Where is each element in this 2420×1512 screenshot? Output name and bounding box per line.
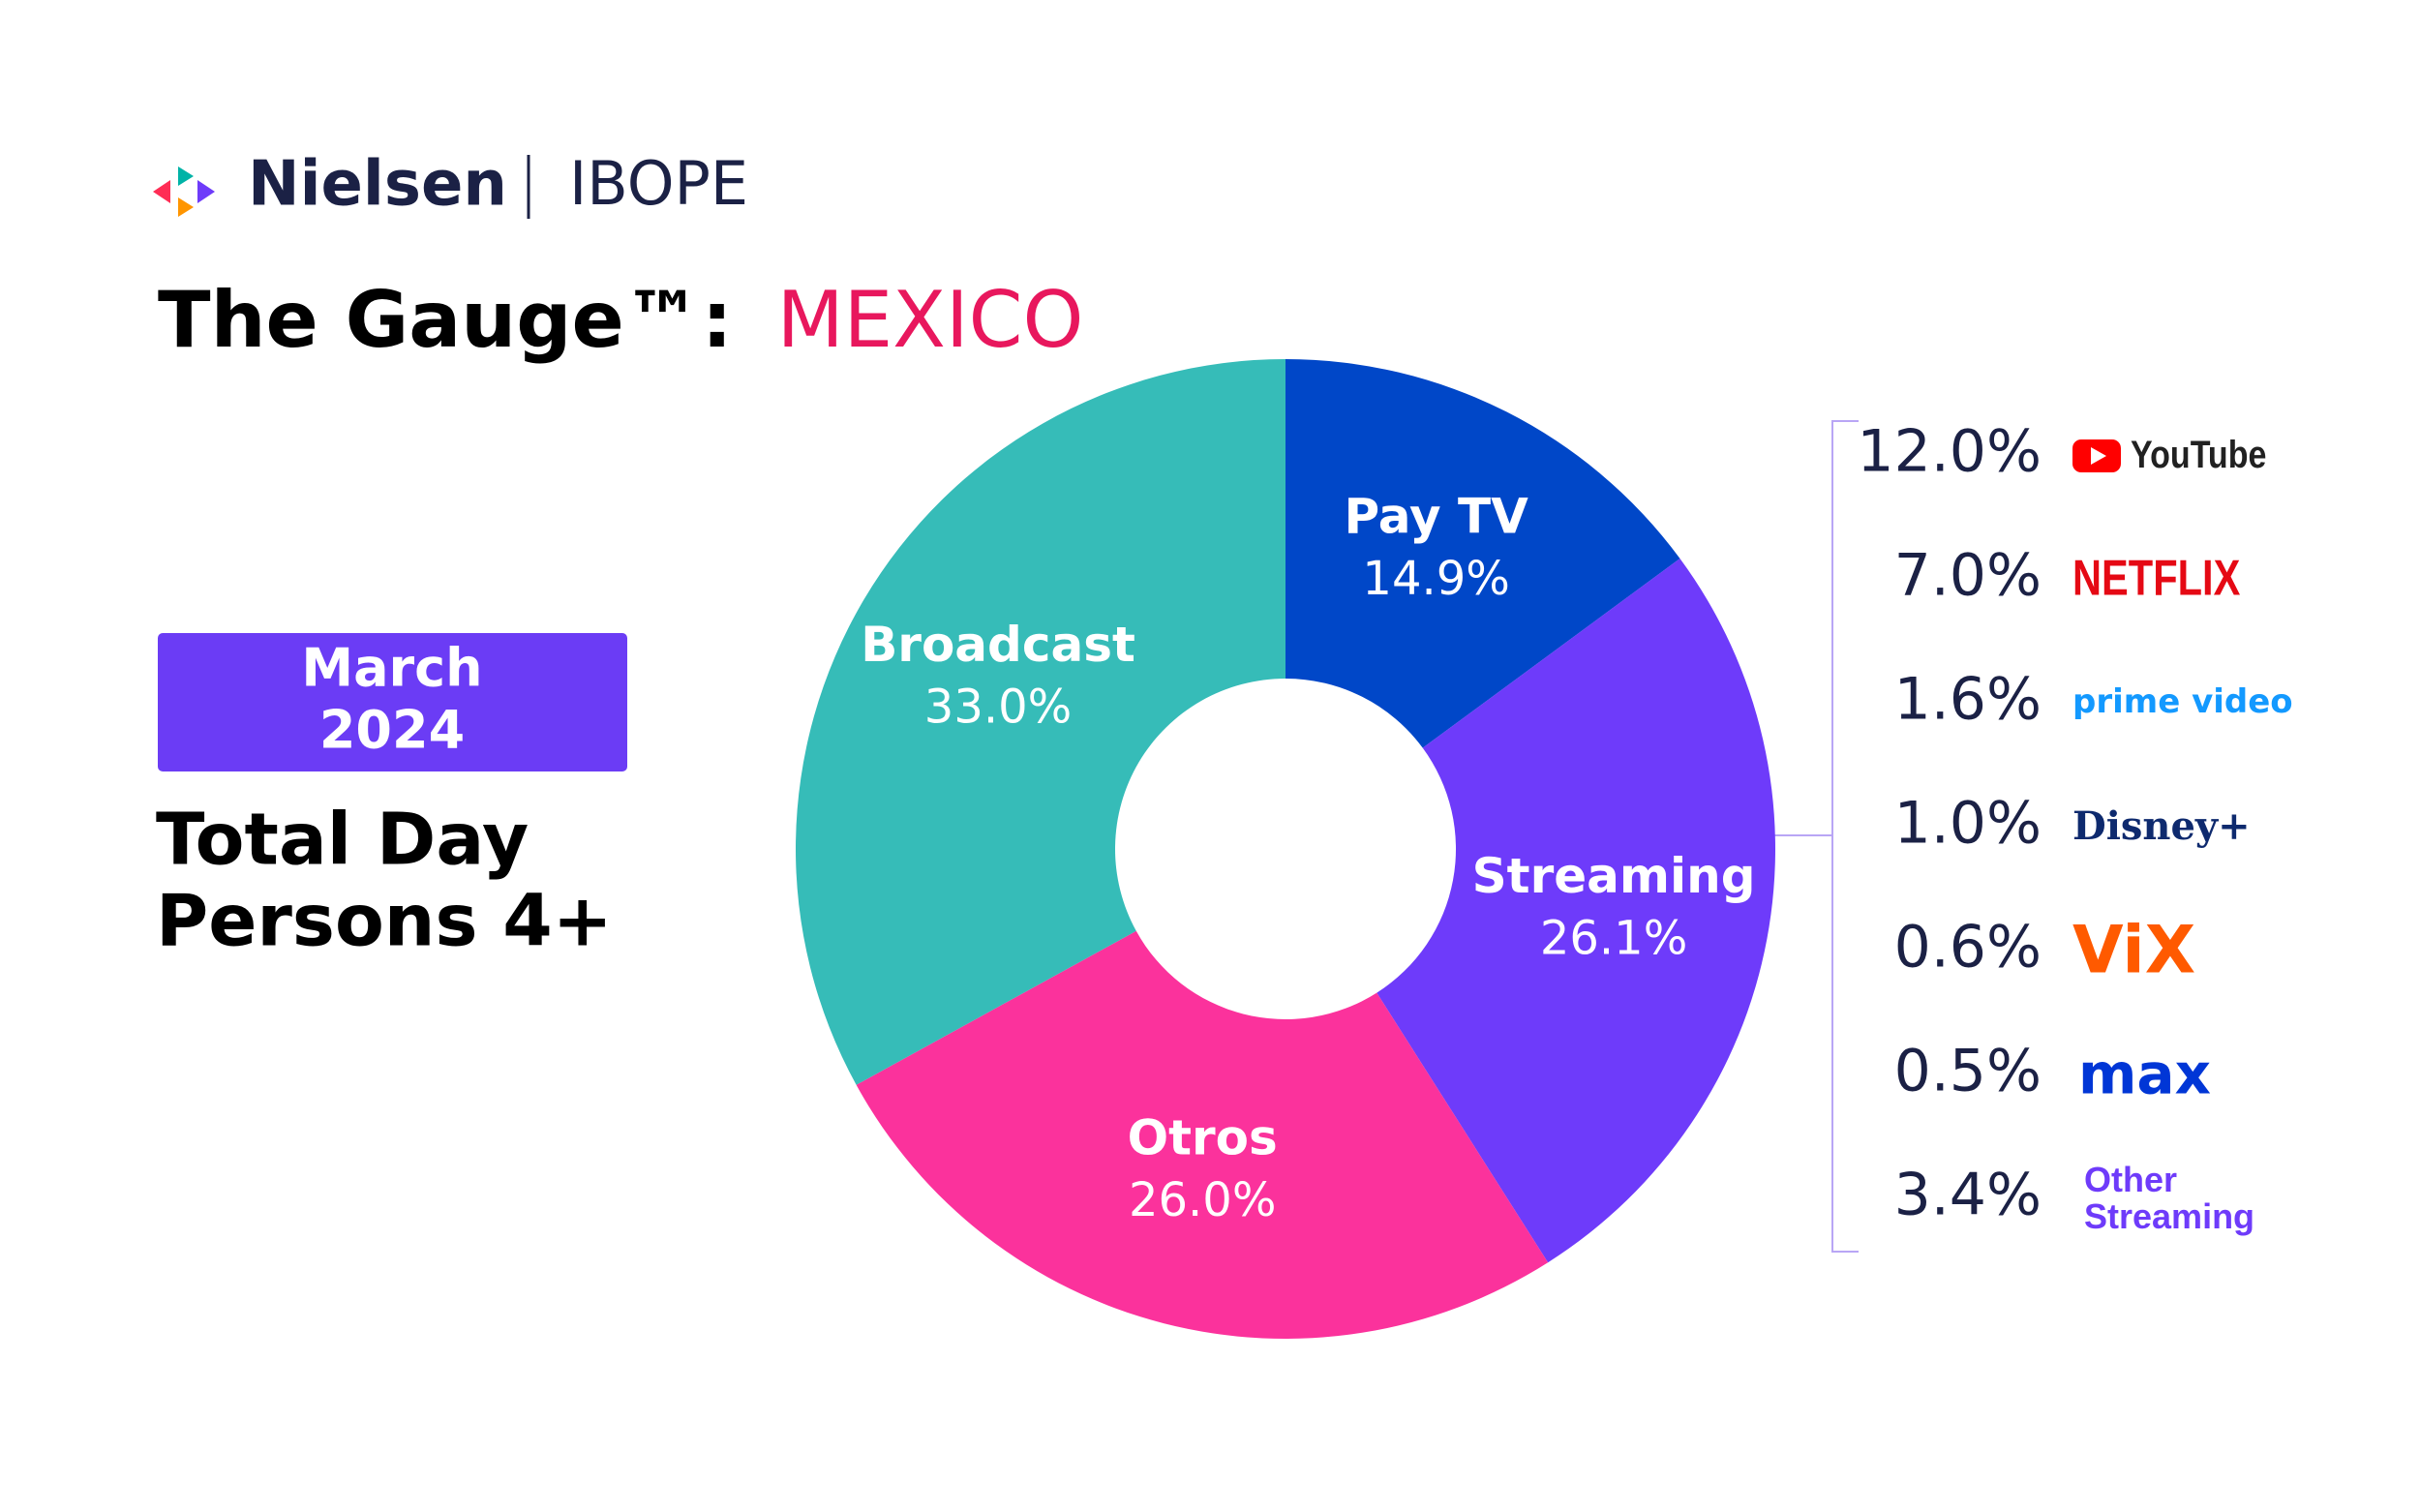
service-name: Other Streaming (2084, 1160, 2255, 1236)
slice-value: 14.9% (1362, 552, 1509, 606)
service-name: max (2078, 1041, 2211, 1107)
service-name: prime video (2072, 682, 2293, 722)
date-year: 2024 (319, 700, 465, 761)
title-highlight: MEXICO (777, 275, 1084, 365)
date-month: March (301, 638, 482, 699)
chart-title: The Gauge™: MEXICO (158, 275, 1083, 365)
slice (1286, 359, 1680, 748)
subtitle: Total Day (156, 799, 529, 882)
service-share: 7.0% (1894, 542, 2042, 610)
service-name: NETFLIX (2072, 550, 2241, 607)
slice (795, 359, 1286, 1085)
slice-label: Otros (1128, 1110, 1278, 1166)
slice (856, 930, 1549, 1340)
service-name: Disney+ (2072, 803, 2251, 849)
service-name: YouTube (2131, 434, 2267, 476)
service-share: 0.6% (1894, 914, 2042, 982)
slice-value: 33.0% (924, 680, 1072, 734)
service-name: ViX (2072, 912, 2196, 989)
bracket (1773, 420, 1859, 1253)
service-share: 0.5% (1894, 1038, 2042, 1105)
slice-label: Pay TV (1345, 489, 1529, 545)
logo-mark (153, 166, 215, 217)
slice-value: 26.0% (1129, 1173, 1276, 1227)
service-share: 3.4% (1894, 1162, 2042, 1229)
subtitle: Persons 4+ (156, 880, 613, 963)
date-badge (158, 633, 627, 771)
brand: Nielsen (248, 149, 507, 221)
service-share: 1.6% (1894, 666, 2042, 734)
service-share: 12.0% (1857, 418, 2042, 486)
partner: IBOPE (569, 148, 748, 219)
service-share: 1.0% (1894, 790, 2042, 858)
youtube-icon-play (2091, 447, 2106, 465)
slice-label: Streaming (1472, 848, 1756, 904)
slice (1376, 559, 1775, 1263)
slice-label: Broadcast (861, 617, 1135, 673)
slice-value: 26.1% (1540, 912, 1687, 966)
title-main: The Gauge™: (158, 275, 733, 365)
